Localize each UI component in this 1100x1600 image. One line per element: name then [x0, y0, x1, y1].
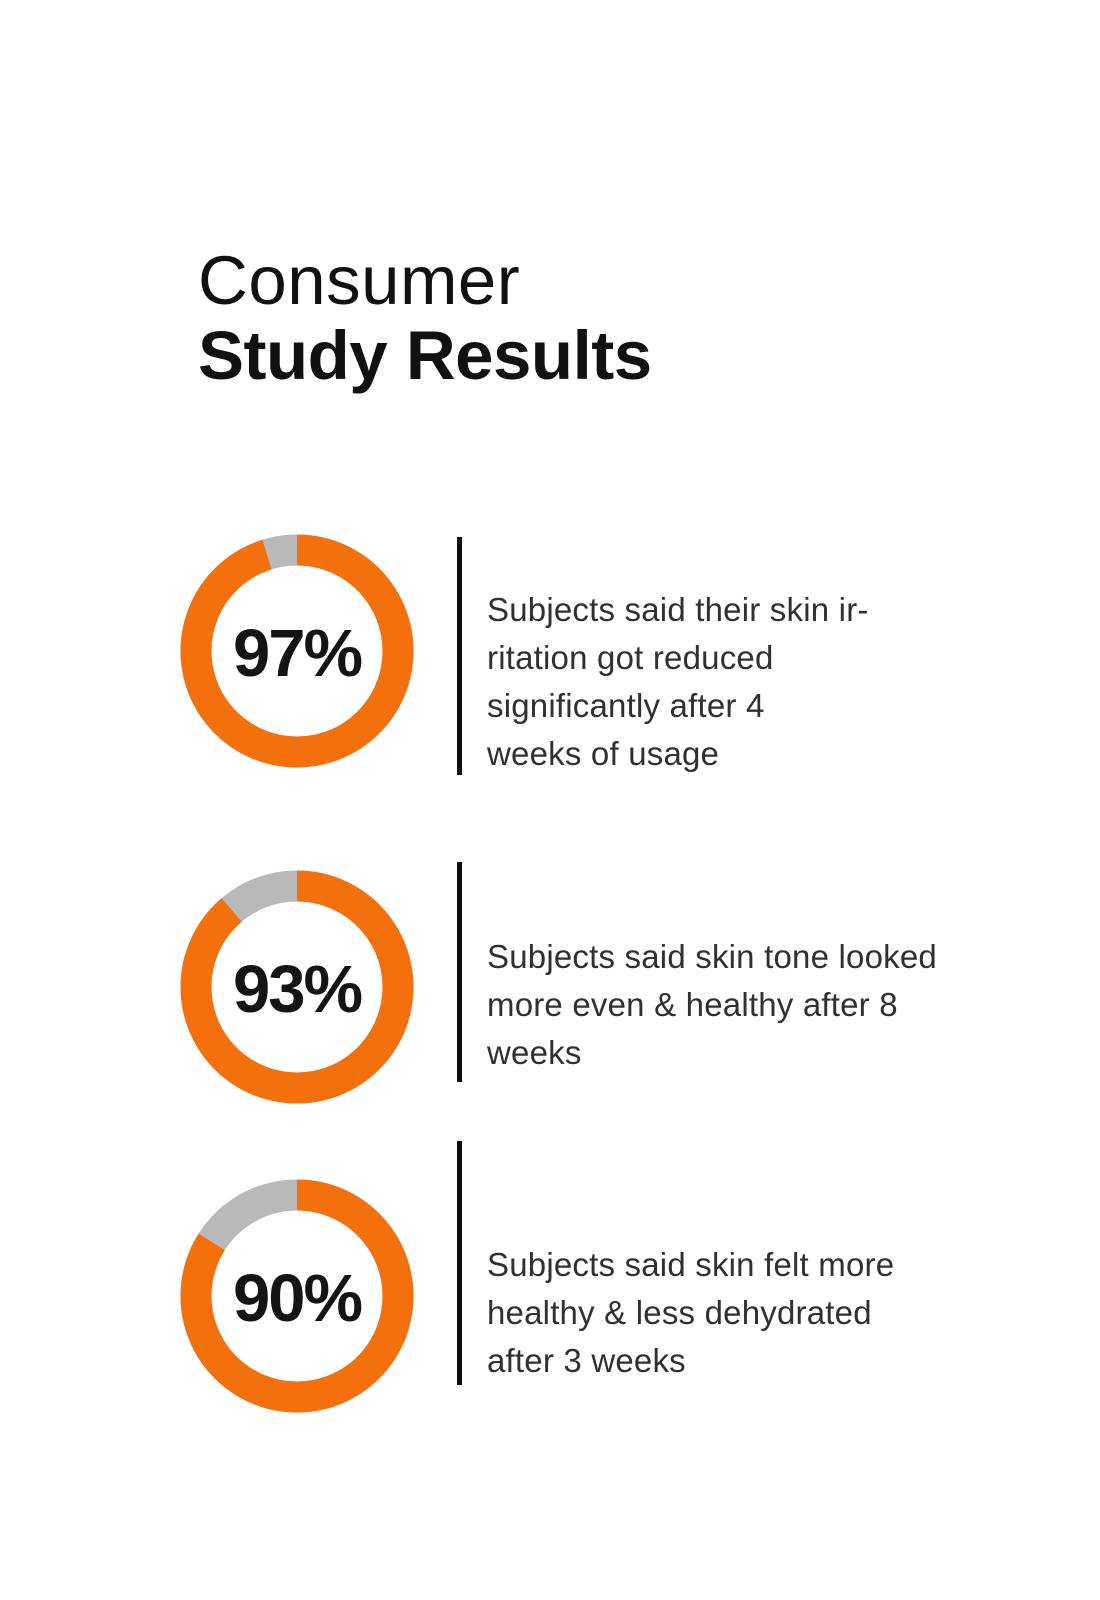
description-line: weeks of usage: [487, 735, 720, 772]
percent-label: 93%: [232, 951, 363, 1027]
description-line: Subjects said their skin ir-: [487, 591, 869, 628]
percent-label: 97%: [232, 615, 363, 691]
divider-line: [457, 862, 462, 1082]
donut-chart-93: 93%: [180, 870, 414, 1104]
donut-ring-icon: [180, 1179, 414, 1413]
description-line: Subjects said skin tone looked: [487, 938, 937, 975]
donut-ring-icon: [180, 534, 414, 768]
description-line: after 3 weeks: [487, 1342, 686, 1379]
description-line: Subjects said skin felt more: [487, 1246, 895, 1283]
divider-line: [457, 1141, 462, 1385]
page-title: Consumer Study Results: [198, 243, 652, 393]
donut-chart-97: 97%: [180, 534, 414, 768]
description-line: weeks: [487, 1034, 582, 1071]
divider-line: [457, 537, 462, 775]
percent-label: 90%: [232, 1260, 363, 1336]
title-line-consumer: Consumer: [198, 242, 521, 319]
result-description: Subjects said skin tone looked more even …: [487, 933, 1047, 1077]
description-line: more even & healthy after 8: [487, 986, 898, 1023]
result-description: Subjects said their skin ir-ritation got…: [487, 586, 1047, 778]
result-description: Subjects said skin felt more healthy & le…: [487, 1241, 1047, 1385]
donut-chart-90: 90%: [180, 1179, 414, 1413]
description-line: ritation got reduced: [487, 639, 774, 676]
description-line: significantly after 4: [487, 687, 765, 724]
description-line: healthy & less dehydrated: [487, 1294, 872, 1331]
donut-ring-icon: [180, 870, 414, 1104]
title-line-study-results: Study Results: [198, 317, 652, 394]
